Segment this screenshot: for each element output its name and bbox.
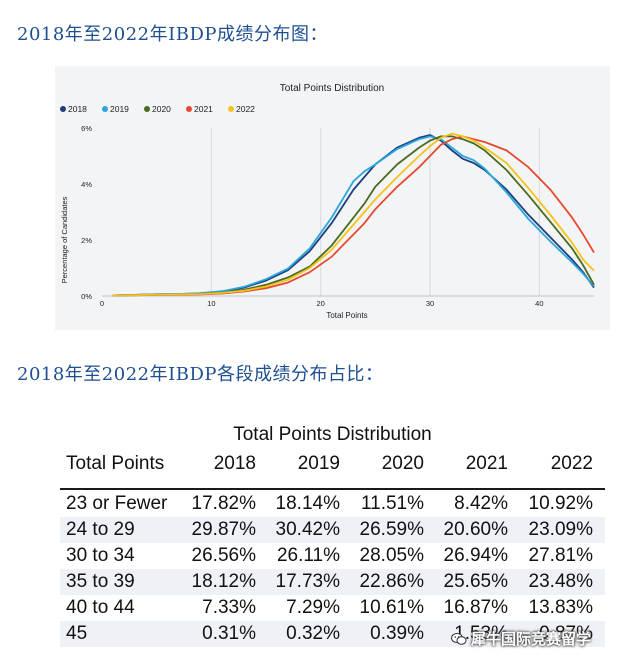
legend-marker-2022 bbox=[228, 106, 234, 112]
table-section-heading: 2018年至2022年IBDP各段成绩分布占比： bbox=[17, 364, 384, 385]
table-cell: 22.86% bbox=[359, 571, 424, 592]
header-year: 2019 bbox=[297, 453, 340, 474]
series-line-2020 bbox=[112, 135, 595, 297]
legend-marker-2018 bbox=[60, 106, 66, 112]
table-cell: 0.39% bbox=[370, 623, 424, 644]
table-cell: 0.32% bbox=[286, 623, 340, 644]
table-cell: 16.87% bbox=[443, 597, 508, 618]
table-cell: 7.33% bbox=[202, 597, 256, 618]
table-cell: 23.09% bbox=[528, 519, 593, 540]
table-cell: 23.48% bbox=[528, 571, 593, 592]
table-cell: 28.05% bbox=[359, 545, 424, 566]
series-line-2022 bbox=[112, 132, 595, 297]
table-cell: 26.94% bbox=[443, 545, 508, 566]
table-cell: 25.65% bbox=[443, 571, 508, 592]
row-label: 45 bbox=[66, 623, 88, 644]
chart-axes: 0 10 20 30 40 0% 2% 4% 6% bbox=[81, 124, 594, 308]
table-cell: 13.83% bbox=[528, 597, 593, 618]
x-tick-label: 20 bbox=[316, 299, 324, 308]
table-title: Total Points Distribution bbox=[233, 424, 432, 445]
header-rule bbox=[60, 488, 605, 490]
header-year: 2020 bbox=[381, 453, 424, 474]
series-line-2019 bbox=[112, 135, 595, 297]
chart-series bbox=[112, 132, 595, 297]
row-band bbox=[60, 517, 605, 543]
table-cell: 11.51% bbox=[360, 493, 424, 514]
legend-label-2022: 2022 bbox=[236, 104, 255, 114]
header-year: 2021 bbox=[465, 453, 508, 474]
chart-section-heading: 2018年至2022年IBDP成绩分布图： bbox=[17, 24, 328, 45]
header-total-points: Total Points bbox=[66, 453, 165, 474]
chart-title: Total Points Distribution bbox=[280, 83, 385, 94]
table-cell: 17.73% bbox=[275, 571, 340, 592]
table-cell: 10.92% bbox=[528, 493, 593, 514]
table-cell: 26.11% bbox=[276, 545, 340, 566]
table-cell: 18.12% bbox=[191, 571, 256, 592]
row-label: 23 or Fewer bbox=[66, 493, 168, 514]
table-cell: 26.56% bbox=[191, 545, 256, 566]
line-chart-panel: 0 10 20 30 40 0% 2% 4% 6% 2018 2019 2020 2021 2022 T… bbox=[55, 66, 610, 330]
line-chart: 0 10 20 30 40 0% 2% 4% 6% 2018 2019 2020 2021 2022 T… bbox=[60, 83, 595, 320]
header-year: 2018 bbox=[213, 453, 256, 474]
chart-legend: 2018 2019 2020 2021 2022 bbox=[60, 104, 255, 114]
watermark: 犀牛国际竞赛留学 bbox=[451, 628, 591, 649]
table-cell: 10.61% bbox=[359, 597, 424, 618]
table-cell: 20.60% bbox=[443, 519, 508, 540]
y-tick-label: 6% bbox=[81, 124, 92, 133]
row-label: 30 to 34 bbox=[66, 545, 135, 566]
watermark-text: 犀牛国际竞赛留学 bbox=[471, 631, 592, 648]
y-tick-label: 2% bbox=[81, 236, 92, 245]
legend-label-2019: 2019 bbox=[110, 104, 129, 114]
legend-label-2020: 2020 bbox=[152, 104, 171, 114]
table-cell: 7.29% bbox=[286, 597, 340, 618]
table-cell: 26.59% bbox=[359, 519, 424, 540]
table-cell: 1.53% bbox=[454, 623, 508, 644]
legend-marker-2019 bbox=[102, 106, 108, 112]
legend-label-2021: 2021 bbox=[194, 104, 213, 114]
table-cell: 17.82% bbox=[191, 493, 256, 514]
x-tick-label: 30 bbox=[426, 299, 434, 308]
y-axis-label: Percentage of Candidates bbox=[60, 196, 69, 283]
table-cell: 8.42% bbox=[454, 493, 508, 514]
table-cell: 27.81% bbox=[528, 545, 593, 566]
row-label: 24 to 29 bbox=[66, 519, 135, 540]
x-tick-label: 0 bbox=[100, 299, 104, 308]
table-cell: 29.87% bbox=[191, 519, 256, 540]
series-line-2018 bbox=[112, 134, 595, 297]
y-tick-label: 4% bbox=[81, 180, 92, 189]
distribution-table: Total Points Distribution Total Points 20… bbox=[60, 415, 605, 649]
legend-label-2018: 2018 bbox=[68, 104, 87, 114]
row-band bbox=[60, 569, 605, 595]
chart-grid bbox=[210, 128, 540, 296]
x-tick-label: 40 bbox=[535, 299, 543, 308]
table-cell: 18.14% bbox=[275, 493, 340, 514]
series-line-2021 bbox=[112, 135, 595, 297]
row-label: 35 to 39 bbox=[66, 571, 135, 592]
x-axis-label: Total Points bbox=[326, 311, 367, 320]
row-label: 40 to 44 bbox=[66, 597, 135, 618]
table-cell: 0.31% bbox=[202, 623, 256, 644]
legend-marker-2020 bbox=[144, 106, 150, 112]
x-tick-label: 10 bbox=[207, 299, 215, 308]
wechat-icon bbox=[451, 632, 467, 645]
table-cell: 0.87% bbox=[539, 623, 593, 644]
table-cell: 30.42% bbox=[275, 519, 340, 540]
row-band bbox=[60, 621, 605, 647]
legend-marker-2021 bbox=[186, 106, 192, 112]
y-tick-label: 0% bbox=[81, 292, 92, 301]
header-year: 2022 bbox=[550, 453, 593, 474]
